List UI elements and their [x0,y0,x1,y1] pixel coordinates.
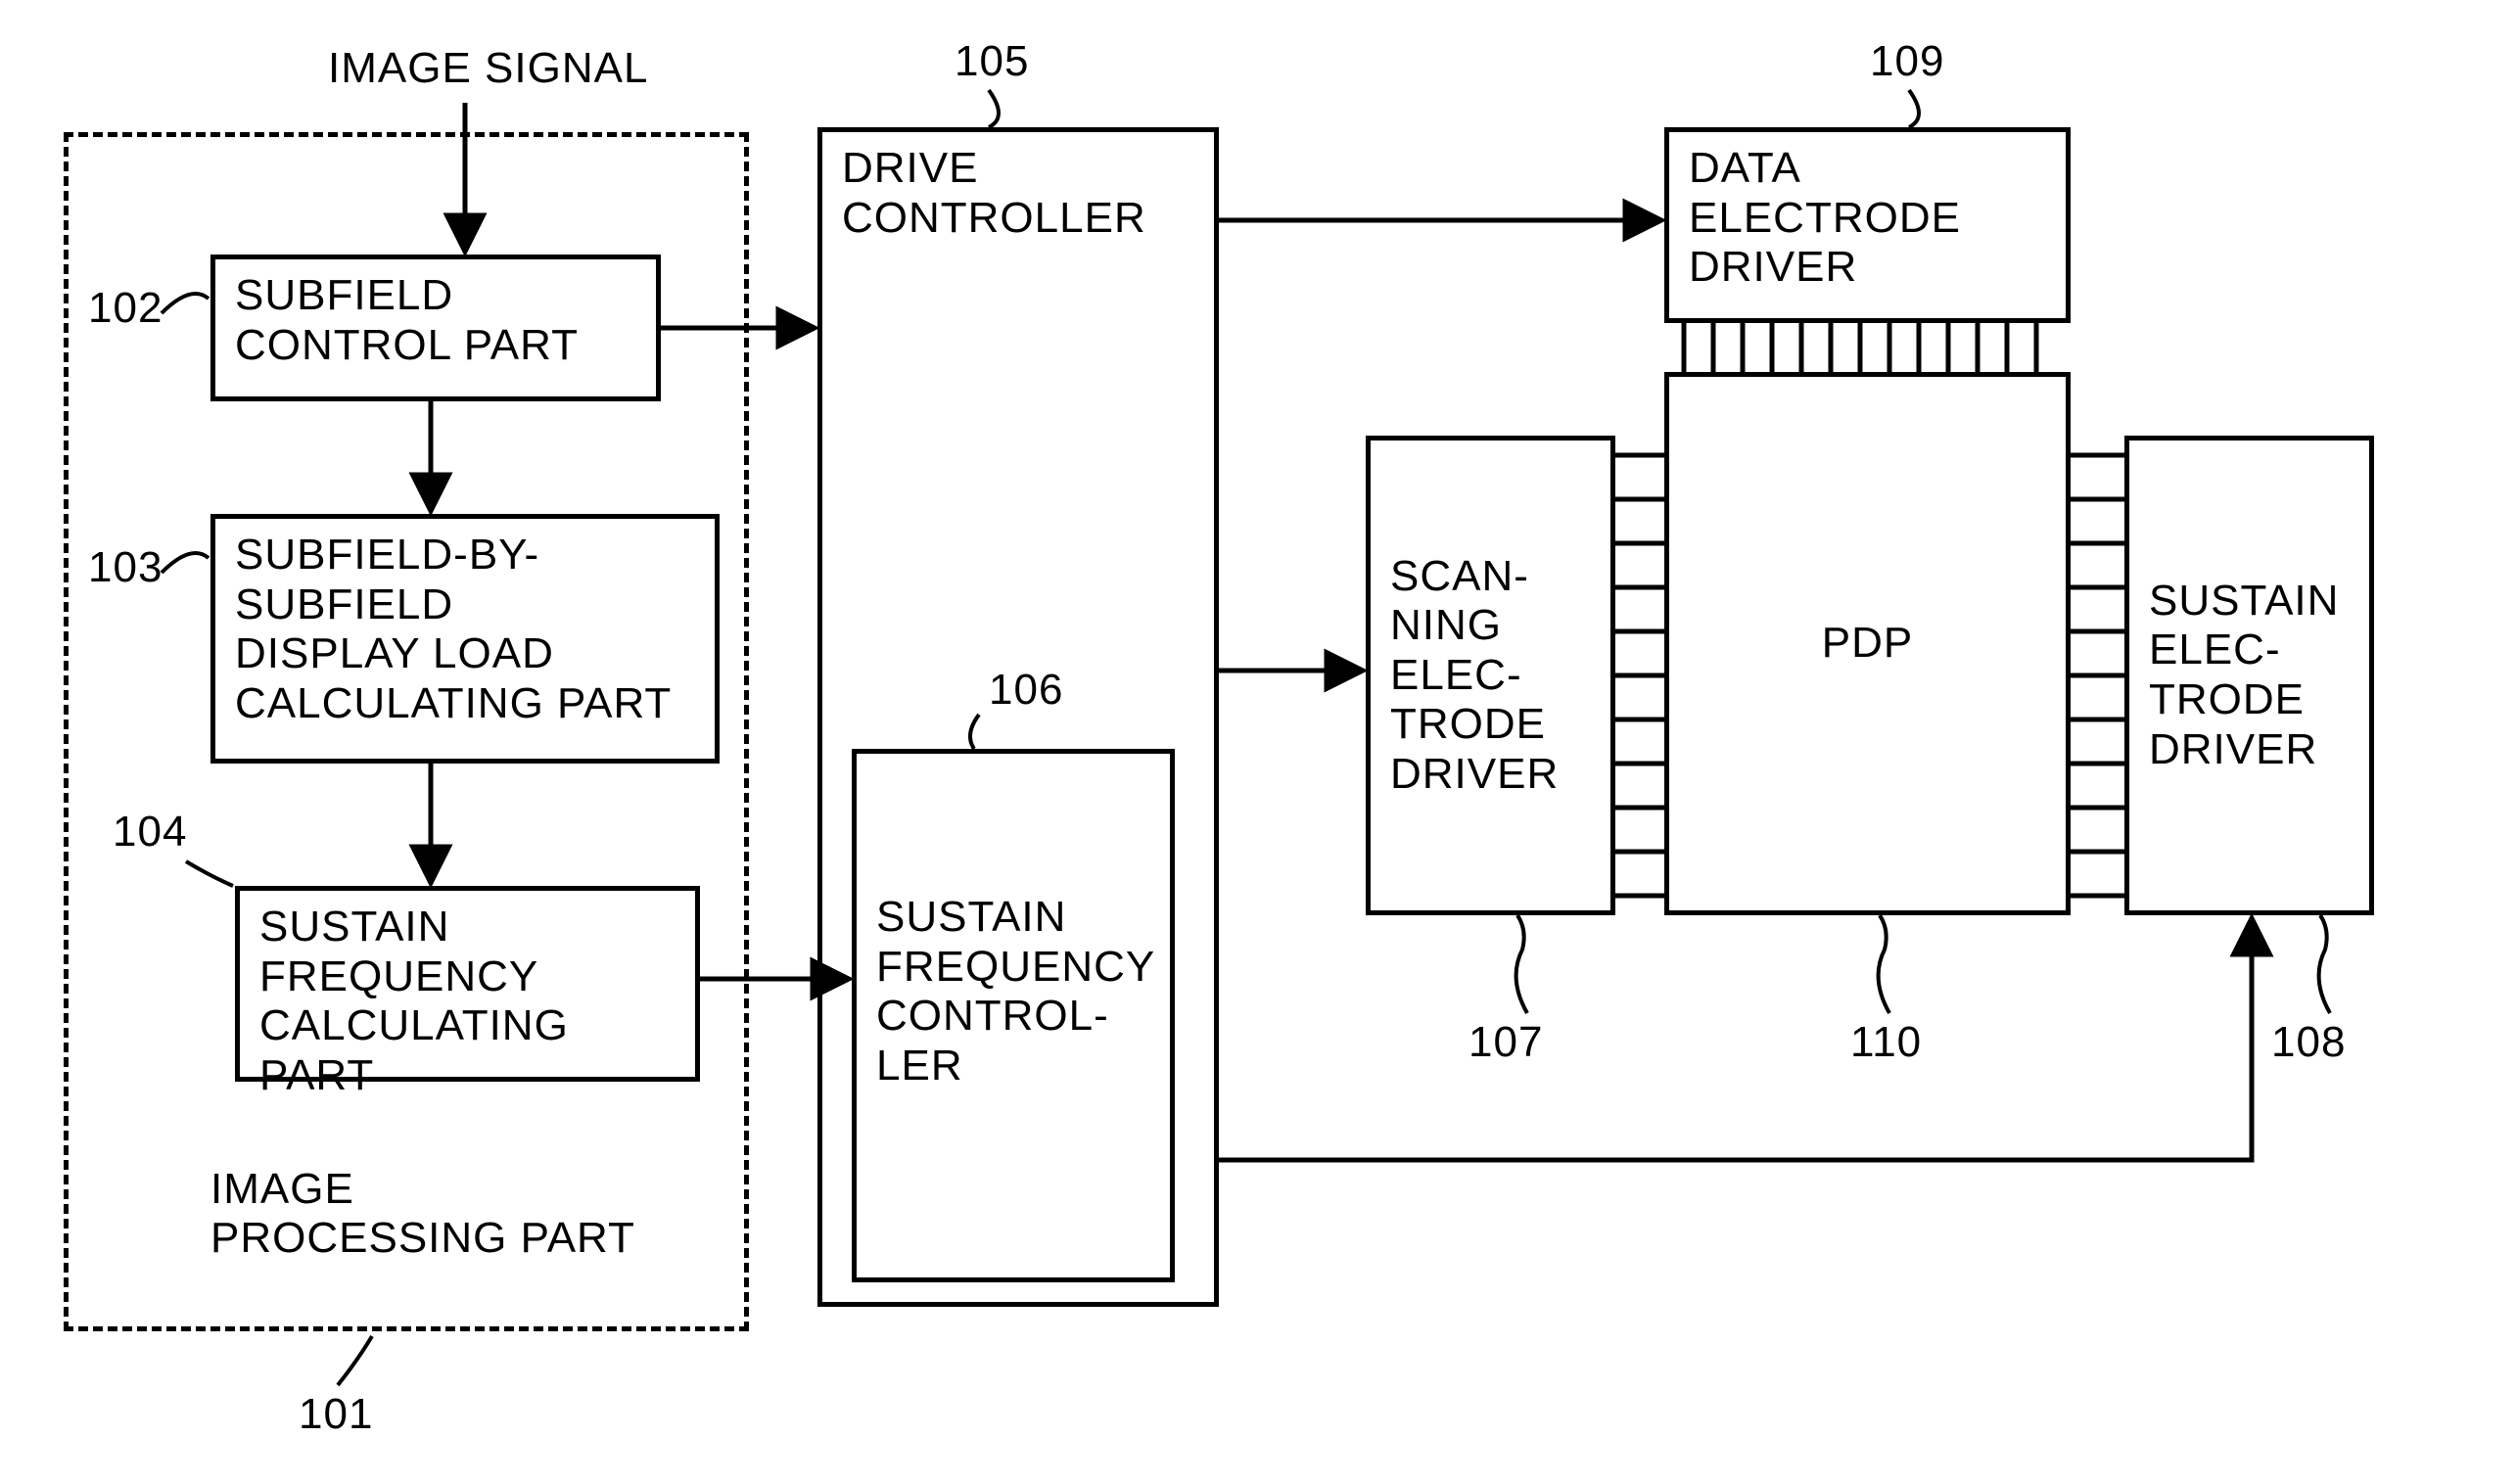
data-electrode-driver-box: DATA ELECTRODE DRIVER [1664,127,2071,323]
pdp-box: PDP [1664,372,2071,915]
box-text: SCAN- NING ELEC- TRODE DRIVER [1390,552,1559,800]
ref-102: 102 [88,284,163,333]
sustain-electrode-driver-box: SUSTAIN ELEC- TRODE DRIVER [2124,436,2374,915]
sustain-frequency-controller-box: SUSTAIN FREQUENCY CONTROL- LER [852,749,1175,1282]
ref-101: 101 [299,1390,373,1439]
ref-109: 109 [1870,37,1944,86]
ref-108: 108 [2271,1018,2346,1067]
ref-104: 104 [113,808,187,857]
sustain-frequency-calculating-box: SUSTAIN FREQUENCY CALCULATING PART [235,886,700,1082]
box-text: SUSTAIN FREQUENCY CONTROL- LER [876,893,1155,1090]
ref-106: 106 [989,666,1063,715]
ref-103: 103 [88,543,163,592]
box-text: DATA ELECTRODE DRIVER [1689,144,1961,293]
ref-107: 107 [1468,1018,1543,1067]
ref-110: 110 [1850,1018,1922,1067]
scanning-electrode-driver-box: SCAN- NING ELEC- TRODE DRIVER [1366,436,1615,915]
box-text: PDP [1689,619,2046,669]
box-text: SUSTAIN FREQUENCY CALCULATING PART [259,903,676,1100]
image-signal-label: IMAGE SIGNAL [328,44,648,93]
ref-105: 105 [955,37,1029,86]
subfield-control-part-box: SUBFIELD CONTROL PART [210,255,661,401]
box-text: SUBFIELD CONTROL PART [235,271,579,370]
box-text: SUBFIELD-BY- SUBFIELD DISPLAY LOAD CALCU… [235,531,672,728]
image-processing-part-label: IMAGE PROCESSING PART [210,1165,635,1263]
diagram-canvas: IMAGE SIGNAL SUBFIELD CONTROL PART 102 S… [0,0,2517,1484]
box-text: SUSTAIN ELEC- TRODE DRIVER [2149,577,2339,774]
subfield-by-subfield-box: SUBFIELD-BY- SUBFIELD DISPLAY LOAD CALCU… [210,514,720,764]
box-text: DRIVE CONTROLLER [842,144,1146,243]
